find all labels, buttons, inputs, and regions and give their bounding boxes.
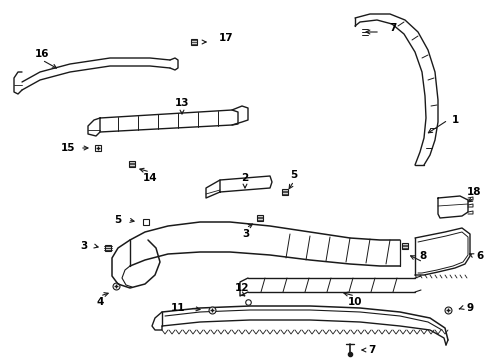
Text: 2: 2 — [242, 173, 248, 183]
Text: 16: 16 — [35, 49, 49, 59]
Text: 14: 14 — [143, 173, 157, 183]
Text: 7: 7 — [390, 23, 397, 33]
Text: 11: 11 — [171, 303, 185, 313]
Text: 12: 12 — [235, 283, 249, 293]
Text: 5: 5 — [291, 170, 297, 180]
Text: 8: 8 — [419, 251, 427, 261]
Text: 5: 5 — [114, 215, 122, 225]
Text: 15: 15 — [61, 143, 75, 153]
Text: 17: 17 — [219, 33, 233, 43]
Text: 6: 6 — [476, 251, 484, 261]
Text: 4: 4 — [97, 297, 104, 307]
Text: 18: 18 — [467, 187, 481, 197]
Text: 7: 7 — [368, 345, 376, 355]
Text: 3: 3 — [80, 241, 88, 251]
Text: 3: 3 — [243, 229, 249, 239]
Text: 10: 10 — [348, 297, 362, 307]
Text: 1: 1 — [451, 115, 459, 125]
Text: 13: 13 — [175, 98, 189, 108]
Text: 9: 9 — [466, 303, 473, 313]
